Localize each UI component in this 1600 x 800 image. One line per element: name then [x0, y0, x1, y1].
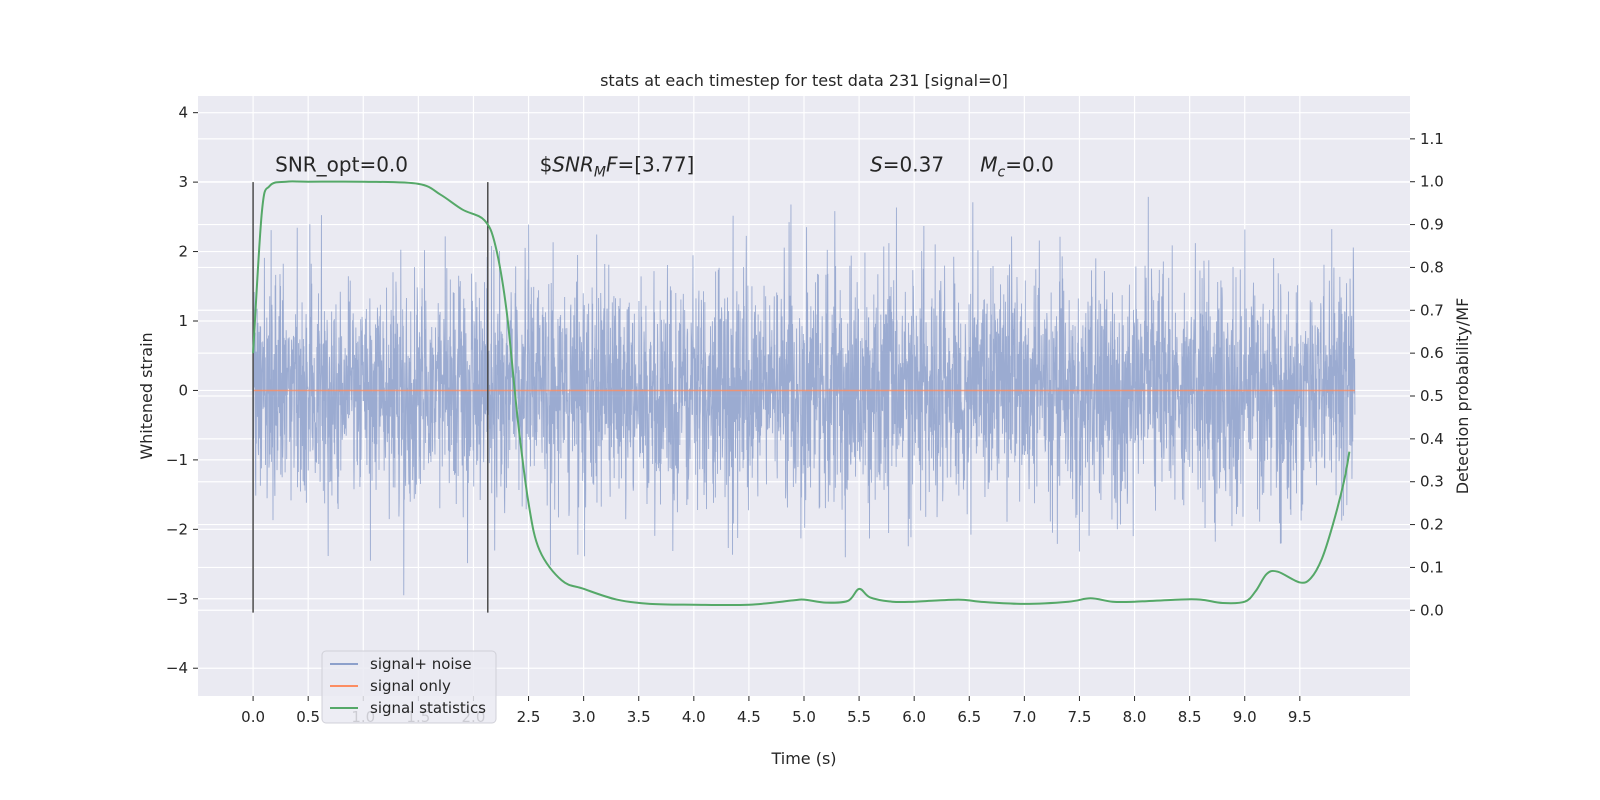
legend-entry-signal-noise: signal+ noise: [370, 655, 472, 673]
y-right-tick-label-7: 0.7: [1420, 301, 1444, 319]
y-right-tick-label-0: 0.0: [1420, 601, 1444, 619]
y-right-tick-label-8: 0.8: [1420, 258, 1444, 276]
series-signal-noise: [252, 196, 1356, 596]
annotation-snr-opt: SNR_opt=0.0: [275, 153, 408, 177]
annotations: SNR_opt=0.0 $SNRMF=[3.77] S=0.37 Mc=0.0: [275, 153, 1054, 181]
y-right-tick-label-2: 0.2: [1420, 516, 1444, 534]
x-tick-label-17: 8.5: [1178, 708, 1202, 726]
x-tick-label-15: 7.5: [1068, 708, 1092, 726]
y-right-tick-label-5: 0.5: [1420, 387, 1444, 405]
x-tick-label-7: 3.5: [627, 708, 651, 726]
y-tick-label-0: −4: [166, 659, 188, 677]
y-right-tick-label-11: 1.1: [1420, 130, 1444, 148]
x-tick-label-12: 6.0: [902, 708, 926, 726]
y-tick-label-2: −2: [166, 520, 188, 538]
x-tick-label-5: 2.5: [517, 708, 541, 726]
y-right-tick-label-4: 0.4: [1420, 430, 1444, 448]
y-right-tick-label-10: 1.0: [1420, 173, 1444, 191]
signal-noise-line: [252, 196, 1356, 596]
y-tick-label-4: 0: [178, 381, 188, 399]
legend-entry-signal-only: signal only: [370, 677, 451, 695]
x-tick-label-14: 7.0: [1012, 708, 1036, 726]
x-tick-label-8: 4.0: [682, 708, 706, 726]
y-tick-label-5: 1: [178, 312, 188, 330]
y-tick-label-6: 2: [178, 243, 188, 261]
legend-entry-signal-statistics: signal statistics: [370, 699, 486, 717]
y-tick-label-1: −3: [166, 590, 188, 608]
y-axis-label: Whitened strain: [137, 332, 156, 459]
x-tick-label-19: 9.5: [1288, 708, 1312, 726]
axes: 0.00.51.01.52.02.53.03.54.04.55.05.56.06…: [166, 104, 1444, 726]
chart-title: stats at each timestep for test data 231…: [600, 71, 1008, 90]
x-tick-label-10: 5.0: [792, 708, 816, 726]
y-tick-label-7: 3: [178, 173, 188, 191]
x-tick-label-9: 4.5: [737, 708, 761, 726]
y-tick-label-8: 4: [178, 104, 188, 122]
x-tick-label-0: 0.0: [241, 708, 265, 726]
x-axis-label: Time (s): [770, 749, 836, 768]
y-right-tick-label-6: 0.6: [1420, 344, 1444, 362]
x-tick-label-1: 0.5: [296, 708, 320, 726]
series-signal-statistics: [252, 180, 1351, 607]
y-right-tick-label-9: 0.9: [1420, 216, 1444, 234]
y-tick-label-3: −1: [166, 451, 188, 469]
y-right-tick-label-1: 0.1: [1420, 558, 1444, 576]
annotation-snr-mf: $SNRMF=[3.77]: [540, 153, 695, 181]
y-right-axis-label: Detection probability/MF: [1453, 298, 1472, 495]
annotation-mc: Mc=0.0: [980, 153, 1054, 181]
x-tick-label-13: 6.5: [957, 708, 981, 726]
y-right-tick-label-3: 0.3: [1420, 473, 1444, 491]
x-tick-label-18: 9.0: [1233, 708, 1257, 726]
x-tick-label-6: 3.0: [572, 708, 596, 726]
x-tick-label-11: 5.5: [847, 708, 871, 726]
legend-box: [321, 650, 497, 724]
annotation-s: S=0.37: [870, 153, 944, 177]
signal-statistics-line: [252, 180, 1351, 607]
x-tick-label-16: 8.0: [1123, 708, 1147, 726]
vertical-markers: [252, 182, 489, 613]
legend: signal+ noise signal only signal statist…: [321, 650, 497, 724]
